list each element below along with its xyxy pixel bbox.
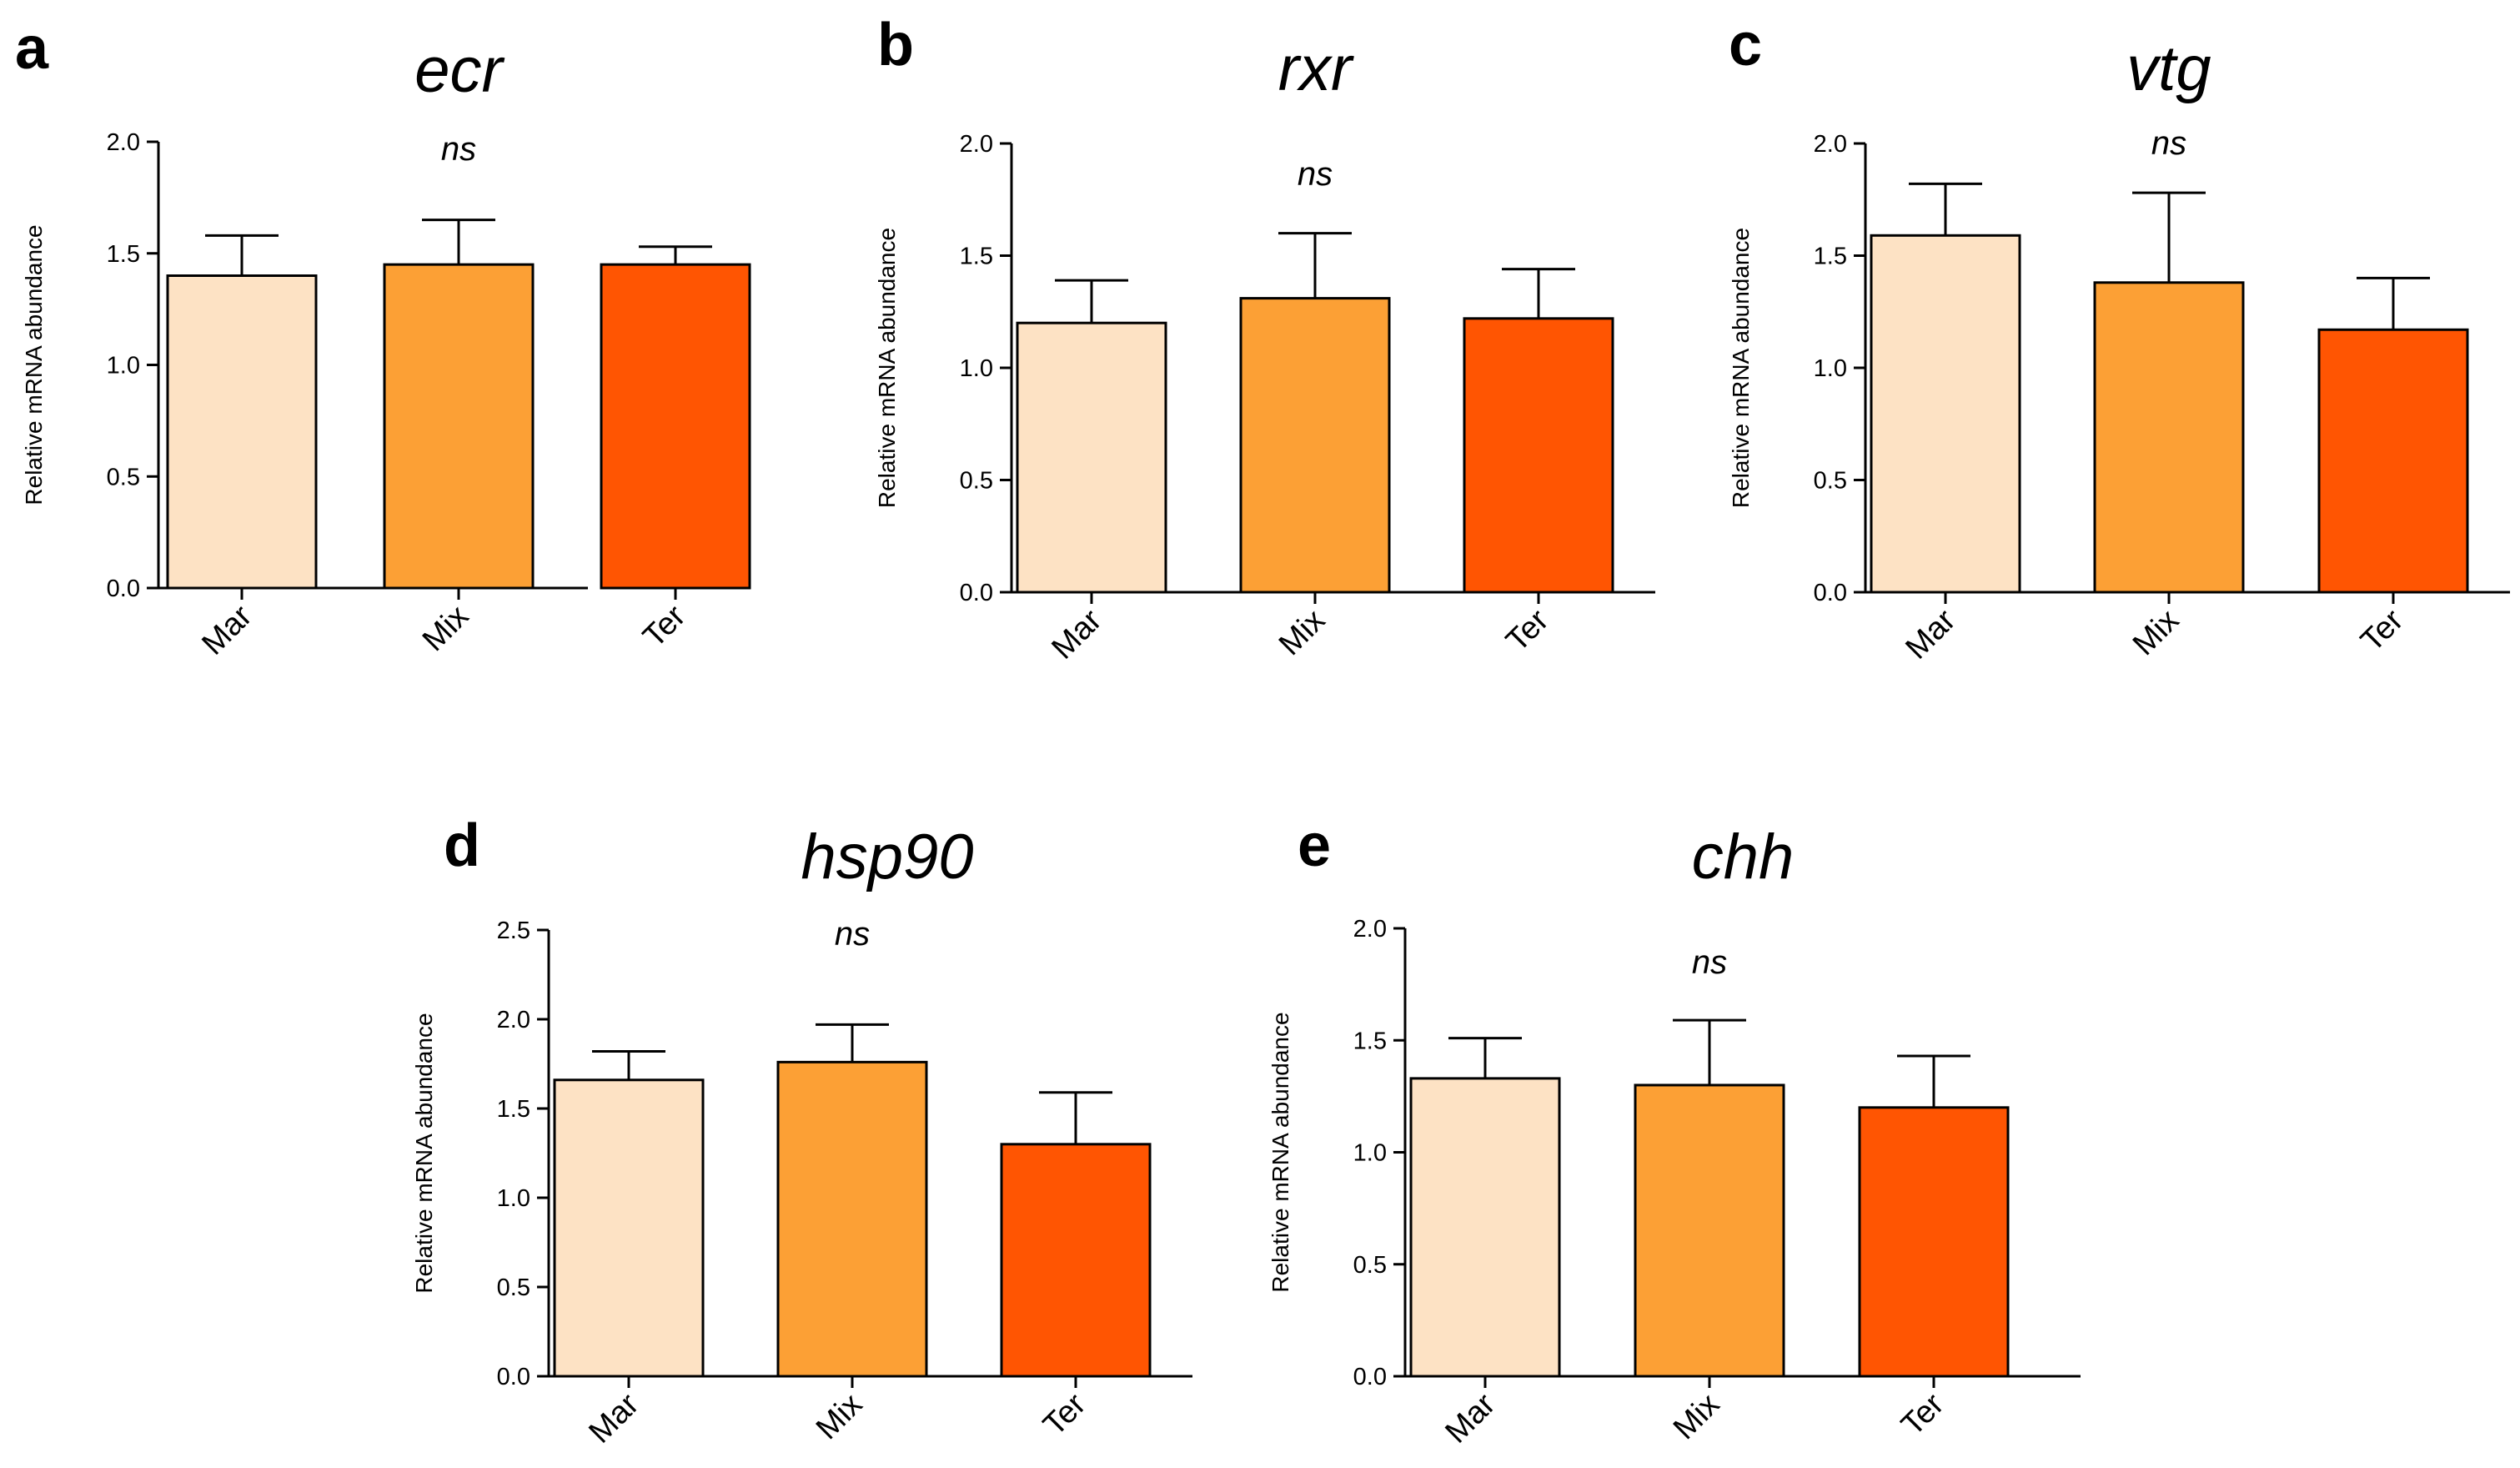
- y-tick-label: 0.0: [1353, 1364, 1387, 1390]
- bar-ter: [1000, 1143, 1152, 1378]
- y-tick-label: 2.0: [497, 1007, 530, 1033]
- y-tick-label: 0.0: [497, 1364, 530, 1390]
- x-tick-label-mar: Mar: [1045, 602, 1108, 666]
- x-tick-label-mar: Mar: [1438, 1386, 1502, 1450]
- x-tick-label-mix: Mix: [810, 1387, 869, 1446]
- y-tick-label: 1.0: [960, 355, 993, 382]
- y-tick-label: 0.0: [1814, 580, 1847, 606]
- y-tick-label: 0.5: [497, 1274, 530, 1301]
- x-tick-label-ter: Ter: [1895, 1386, 1950, 1442]
- significance-annotation: ns: [441, 131, 476, 168]
- y-tick-label: 0.5: [1353, 1252, 1387, 1279]
- x-tick-label-ter: Ter: [1499, 602, 1555, 658]
- y-axis-label: Relative mRNA abundance: [21, 224, 47, 505]
- x-tick-label-mix: Mix: [1273, 603, 1332, 662]
- y-tick-label: 0.0: [107, 576, 140, 602]
- y-tick-label: 1.5: [960, 244, 993, 270]
- y-tick-label: 1.5: [1353, 1028, 1387, 1054]
- y-tick-label: 0.5: [107, 464, 140, 490]
- y-tick-label: 2.5: [497, 918, 530, 944]
- bar-mix: [2093, 281, 2245, 594]
- bar-mar: [1870, 234, 2021, 594]
- bar-mix: [1239, 297, 1391, 594]
- bar-mix: [1634, 1083, 1785, 1378]
- y-tick-label: 1.0: [1353, 1140, 1387, 1167]
- y-axis-label: Relative mRNA abundance: [1268, 1012, 1293, 1292]
- x-tick-label-mar: Mar: [1899, 602, 1962, 666]
- panel-letter: c: [1729, 12, 1762, 78]
- y-tick-label: 1.0: [497, 1185, 530, 1212]
- y-axis-label: Relative mRNA abundance: [411, 1013, 437, 1293]
- significance-annotation: ns: [835, 916, 870, 953]
- y-tick-label: 2.0: [960, 131, 993, 158]
- x-tick-label-mix: Mix: [416, 599, 475, 658]
- panel-letter: e: [1298, 812, 1331, 879]
- bar-ter: [600, 263, 751, 590]
- y-tick-label: 2.0: [1353, 916, 1387, 943]
- panel-e: e chh Relative mRNA abundance 0.0 0.5 1.0 1.5 2…: [1268, 812, 2081, 1450]
- y-tick-label: 1.0: [107, 353, 140, 380]
- x-tick-label-mar: Mar: [195, 598, 259, 661]
- bar-ter: [1463, 317, 1614, 594]
- y-axis-label: Relative mRNA abundance: [1728, 228, 1754, 508]
- panel-a: a ecr Relative mRNA abundance 0.0 0.5 1.0 1.5 2…: [15, 15, 751, 662]
- x-tick-label-ter: Ter: [636, 598, 692, 654]
- bar-mar: [1016, 321, 1167, 594]
- x-tick-label-mar: Mar: [582, 1386, 645, 1450]
- bar-ter: [2317, 328, 2469, 594]
- bar-mar: [1409, 1077, 1561, 1378]
- y-tick-label: 0.5: [960, 468, 993, 495]
- x-tick-label-mix: Mix: [2126, 603, 2186, 662]
- bar-mar: [553, 1078, 705, 1378]
- y-tick-label: 1.5: [107, 241, 140, 268]
- y-axis-label: Relative mRNA abundance: [874, 228, 900, 508]
- x-tick-label-mix: Mix: [1667, 1387, 1726, 1446]
- panel-letter: a: [15, 15, 49, 82]
- y-tick-label: 1.0: [1814, 355, 1847, 382]
- y-tick-label: 0.5: [1814, 468, 1847, 495]
- chart-title: ecr: [414, 35, 505, 106]
- y-tick-label: 2.0: [107, 129, 140, 156]
- bar-mix: [776, 1060, 928, 1378]
- panel-c: c vtg Relative mRNA abundance 0.0 0.5 1.0 1.5 2…: [1728, 12, 2510, 666]
- chart-title: rxr: [1278, 33, 1354, 104]
- panel-d: d hsp90 Relative mRNA abundance 0.0 0.5 1.0 1.…: [411, 812, 1192, 1450]
- y-tick-label: 1.5: [1814, 244, 1847, 270]
- y-tick-label: 1.5: [497, 1096, 530, 1123]
- bar-ter: [1858, 1106, 2010, 1378]
- x-tick-label-ter: Ter: [2354, 602, 2410, 658]
- chart-title: chh: [1692, 822, 1795, 892]
- x-tick-label-ter: Ter: [1037, 1386, 1092, 1442]
- panel-b: b rxr Relative mRNA abundance 0.0 0.5 1.0 1.5 2…: [874, 12, 1655, 666]
- chart-title: vtg: [2126, 33, 2211, 104]
- chart-title: hsp90: [801, 822, 973, 892]
- panel-letter: d: [444, 812, 480, 879]
- significance-annotation: ns: [2151, 125, 2186, 162]
- y-tick-label: 2.0: [1814, 131, 1847, 158]
- bar-mar: [166, 274, 318, 590]
- significance-annotation: ns: [1298, 156, 1333, 193]
- bar-mix: [383, 263, 535, 590]
- panel-letter: b: [877, 12, 914, 78]
- y-tick-label: 0.0: [960, 580, 993, 606]
- significance-annotation: ns: [1692, 944, 1727, 981]
